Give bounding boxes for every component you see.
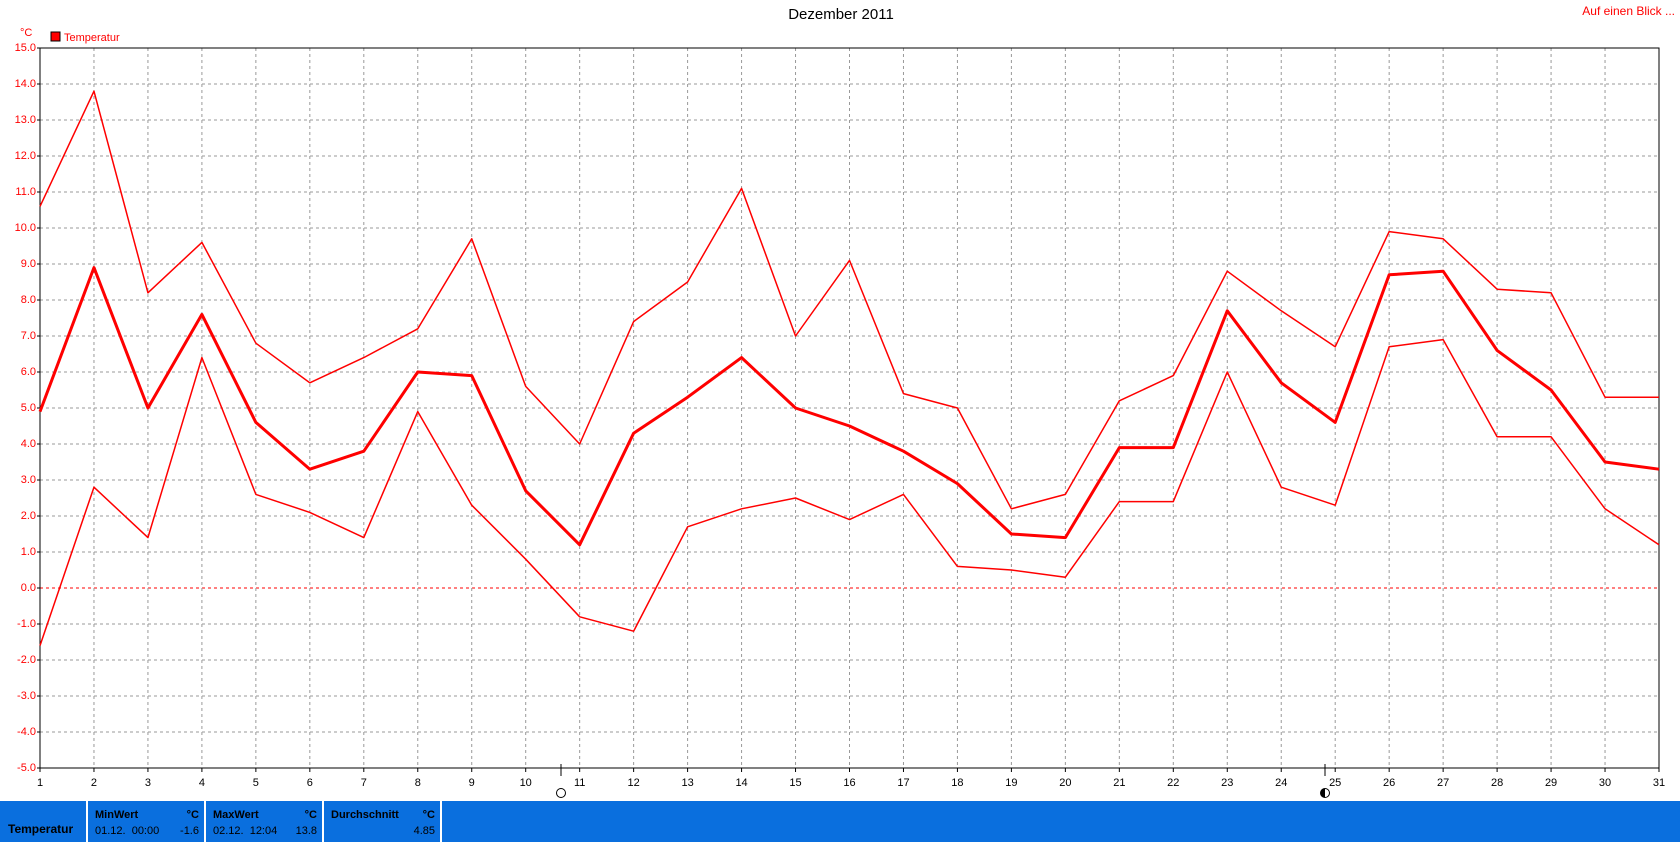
x-tick-label: 1 [37,777,43,789]
y-tick-label: 12.0 [15,150,36,162]
moon-phases [556,764,1330,798]
plot-area [39,47,1660,769]
stats-value: -1.6 [180,825,199,837]
x-tick-label: 16 [843,777,855,789]
chart-title: Dezember 2011 [788,6,894,23]
y-tick-label: 14.0 [15,78,36,90]
y-tick-label: 2.0 [21,510,36,522]
stats-header: MinWert [95,809,139,821]
x-tick-label: 31 [1653,777,1665,789]
x-tick-label: 22 [1167,777,1179,789]
stats-bar [0,801,1680,842]
x-tick-label: 8 [415,777,421,789]
x-tick-label: 28 [1491,777,1503,789]
x-tick-label: 10 [520,777,532,789]
legend-swatch [50,31,61,42]
x-tick-label: 11 [574,777,585,789]
x-tick-label: 21 [1113,777,1125,789]
y-tick-label: 0.0 [21,582,36,594]
x-tick-label: 25 [1329,777,1341,789]
x-tick-label: 14 [735,777,747,789]
x-tick-label: 13 [681,777,693,789]
x-tick-label: 7 [361,777,367,789]
x-tick-label: 26 [1383,777,1395,789]
stats-header: MaxWert [213,809,259,821]
x-tick-label: 19 [1005,777,1017,789]
x-tick-label: 23 [1221,777,1233,789]
y-tick-label: 8.0 [21,294,36,306]
y-tick-label: 15.0 [15,42,36,54]
y-tick-label: 9.0 [21,258,36,270]
temperature-line [39,338,1660,646]
x-tick-label: 17 [897,777,909,789]
x-tick-label: 6 [307,777,313,789]
x-tick-label: 9 [469,777,475,789]
y-tick-label: 7.0 [21,330,36,342]
stats-value: 4.85 [414,825,435,837]
y-tick-label: -2.0 [17,654,36,666]
y-tick-label: 1.0 [21,546,36,558]
y-axis-unit: °C [20,27,32,39]
x-tick-label: 12 [628,777,640,789]
x-tick-label: 18 [951,777,963,789]
x-tick-label: 20 [1059,777,1071,789]
x-tick-label: 27 [1437,777,1449,789]
y-tick-label: -4.0 [17,726,36,738]
x-tick-label: 24 [1275,777,1287,789]
overview-link[interactable]: Auf einen Blick ... [1582,4,1675,18]
x-tick-label: 4 [199,777,205,789]
x-tick-label: 15 [789,777,801,789]
y-tick-label: 5.0 [21,402,36,414]
x-tick-label: 29 [1545,777,1557,789]
y-tick-label: 6.0 [21,366,36,378]
stats-unit: °C [187,809,199,821]
x-tick-label: 3 [145,777,151,789]
x-tick-label: 5 [253,777,259,789]
y-tick-label: 3.0 [21,474,36,486]
stats-header: Durchschnitt [331,809,399,821]
x-tick-label: 2 [91,777,97,789]
y-tick-label: -3.0 [17,690,36,702]
stats-time: 01.12. 00:00 [95,825,159,837]
y-tick-label: 4.0 [21,438,36,450]
legend-label: Temperatur [64,32,120,44]
y-tick-label: 10.0 [15,222,36,234]
stats-value: 13.8 [296,825,317,837]
full-moon-icon [556,788,566,798]
y-tick-label: -1.0 [17,618,36,630]
stats-label: Temperatur [8,822,73,836]
temperature-line [39,90,1659,510]
stats-unit: °C [423,809,435,821]
x-tick-label: 30 [1599,777,1611,789]
quarter-moon-shade [1320,788,1325,798]
y-tick-label: 13.0 [15,114,36,126]
temperature-line [38,266,1660,547]
stats-time: 02.12. 12:04 [213,825,277,837]
stats-unit: °C [305,809,317,821]
y-tick-label: -5.0 [17,762,36,774]
y-tick-label: 11.0 [15,186,36,198]
